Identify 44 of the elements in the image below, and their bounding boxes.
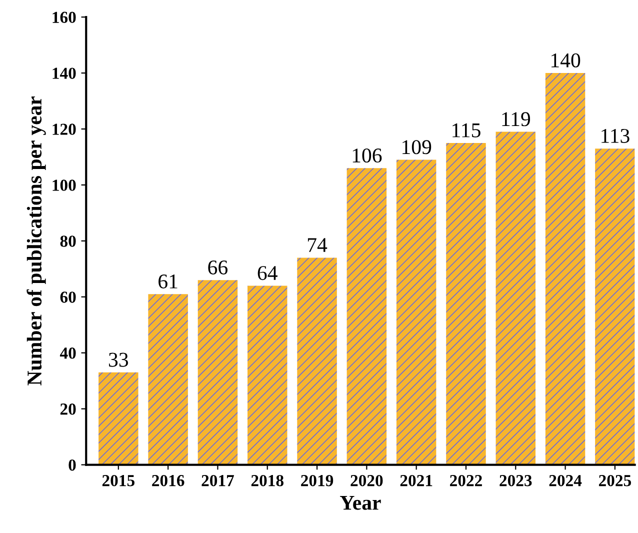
x-tick-label: 2017	[202, 474, 234, 486]
data-label: 115	[452, 123, 480, 138]
y-tick-label: 0	[68, 459, 76, 471]
bar	[198, 280, 238, 465]
x-tick-label: 2019	[301, 474, 334, 486]
data-label: 109	[402, 140, 432, 154]
y-tick-label: 60	[60, 292, 76, 303]
bar	[248, 286, 288, 465]
x-tick-label: 2016	[152, 474, 184, 486]
bar	[297, 258, 337, 465]
bar	[496, 132, 536, 465]
x-axis-title: Year	[340, 496, 381, 510]
bar	[545, 73, 586, 465]
data-label: 119	[502, 112, 530, 126]
bar	[595, 148, 635, 465]
x-tick-label: 2023	[500, 474, 532, 486]
y-axis-title: Number of publications per year	[26, 96, 46, 386]
data-label: 61	[158, 274, 178, 288]
bar	[396, 160, 436, 465]
y-tick-label: 140	[52, 68, 76, 79]
x-tick-label: 2020	[350, 474, 383, 486]
bar	[98, 372, 138, 465]
x-tick-label: 2022	[450, 474, 482, 486]
y-tick-label: 20	[60, 404, 76, 415]
y-tick-label: 80	[60, 236, 76, 247]
data-label: 33	[108, 352, 128, 367]
data-label: 64	[258, 266, 278, 280]
y-tick-label: 160	[52, 12, 76, 24]
x-tick-label: 2018	[251, 474, 284, 486]
data-label: 66	[208, 260, 228, 274]
y-tick-label: 40	[60, 348, 76, 359]
data-label: 140	[552, 53, 580, 68]
x-tick-label: 2015	[102, 474, 134, 486]
x-tick-label: 2021	[400, 474, 432, 486]
x-tick-label: 2024	[549, 474, 582, 486]
y-tick-label: 120	[52, 124, 76, 135]
y-tick-label: 100	[52, 180, 76, 191]
bar	[346, 168, 387, 465]
data-label: 106	[352, 148, 382, 163]
data-label: 74	[308, 238, 328, 252]
x-tick-label: 2025	[598, 474, 632, 486]
bar	[148, 294, 188, 465]
bar	[446, 142, 486, 465]
data-label: 113	[602, 128, 630, 143]
